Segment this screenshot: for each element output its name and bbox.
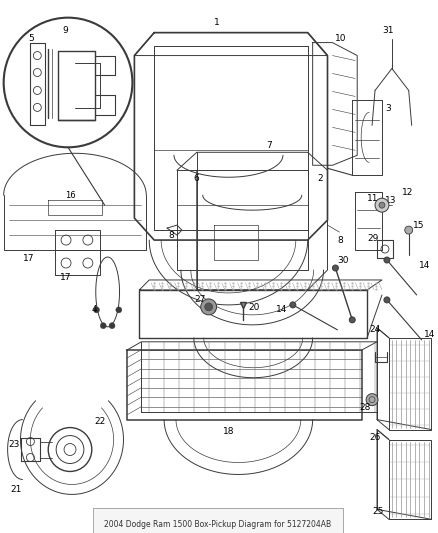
Text: 6: 6 xyxy=(194,174,200,183)
Circle shape xyxy=(384,257,390,263)
Circle shape xyxy=(332,265,339,271)
Text: 15: 15 xyxy=(413,221,424,230)
Circle shape xyxy=(405,226,413,234)
Text: 28: 28 xyxy=(359,403,371,412)
Text: 20: 20 xyxy=(248,303,260,312)
Text: 11: 11 xyxy=(367,193,378,203)
Circle shape xyxy=(94,307,99,313)
Text: 23: 23 xyxy=(9,440,20,449)
Circle shape xyxy=(375,198,389,212)
Text: 21: 21 xyxy=(11,485,22,494)
Text: 27: 27 xyxy=(195,295,206,304)
Text: 9: 9 xyxy=(62,26,68,35)
Text: 2004 Dodge Ram 1500 Box-Pickup Diagram for 5127204AB: 2004 Dodge Ram 1500 Box-Pickup Diagram f… xyxy=(104,520,331,529)
Circle shape xyxy=(384,297,390,303)
Text: 30: 30 xyxy=(337,255,349,264)
Text: 14: 14 xyxy=(424,330,435,340)
Circle shape xyxy=(205,303,212,311)
Text: 31: 31 xyxy=(382,26,393,35)
Text: 7: 7 xyxy=(266,141,272,150)
Text: 1: 1 xyxy=(214,18,219,27)
Text: 29: 29 xyxy=(367,233,378,243)
Text: 22: 22 xyxy=(95,417,106,426)
Circle shape xyxy=(366,394,378,406)
Text: 8: 8 xyxy=(337,236,343,245)
Circle shape xyxy=(109,322,115,329)
Text: 17: 17 xyxy=(22,254,34,263)
Text: 17: 17 xyxy=(60,273,72,282)
Text: 16: 16 xyxy=(65,191,76,200)
Text: 14: 14 xyxy=(276,305,287,314)
Text: 13: 13 xyxy=(385,196,396,205)
Text: 4: 4 xyxy=(92,305,97,314)
Circle shape xyxy=(349,317,355,323)
Text: 2: 2 xyxy=(318,174,323,183)
Text: 12: 12 xyxy=(402,188,413,197)
Circle shape xyxy=(290,302,296,308)
Circle shape xyxy=(116,307,122,313)
Text: 14: 14 xyxy=(419,261,430,270)
Circle shape xyxy=(379,202,385,208)
Text: 10: 10 xyxy=(336,34,347,43)
Text: 3: 3 xyxy=(385,104,391,113)
Text: 26: 26 xyxy=(369,433,381,442)
Text: 8: 8 xyxy=(168,231,174,239)
Text: 24: 24 xyxy=(369,325,380,334)
Text: 5: 5 xyxy=(28,34,34,43)
Text: 25: 25 xyxy=(372,507,383,516)
Text: 18: 18 xyxy=(223,427,234,436)
Circle shape xyxy=(100,322,106,329)
Circle shape xyxy=(201,299,216,315)
